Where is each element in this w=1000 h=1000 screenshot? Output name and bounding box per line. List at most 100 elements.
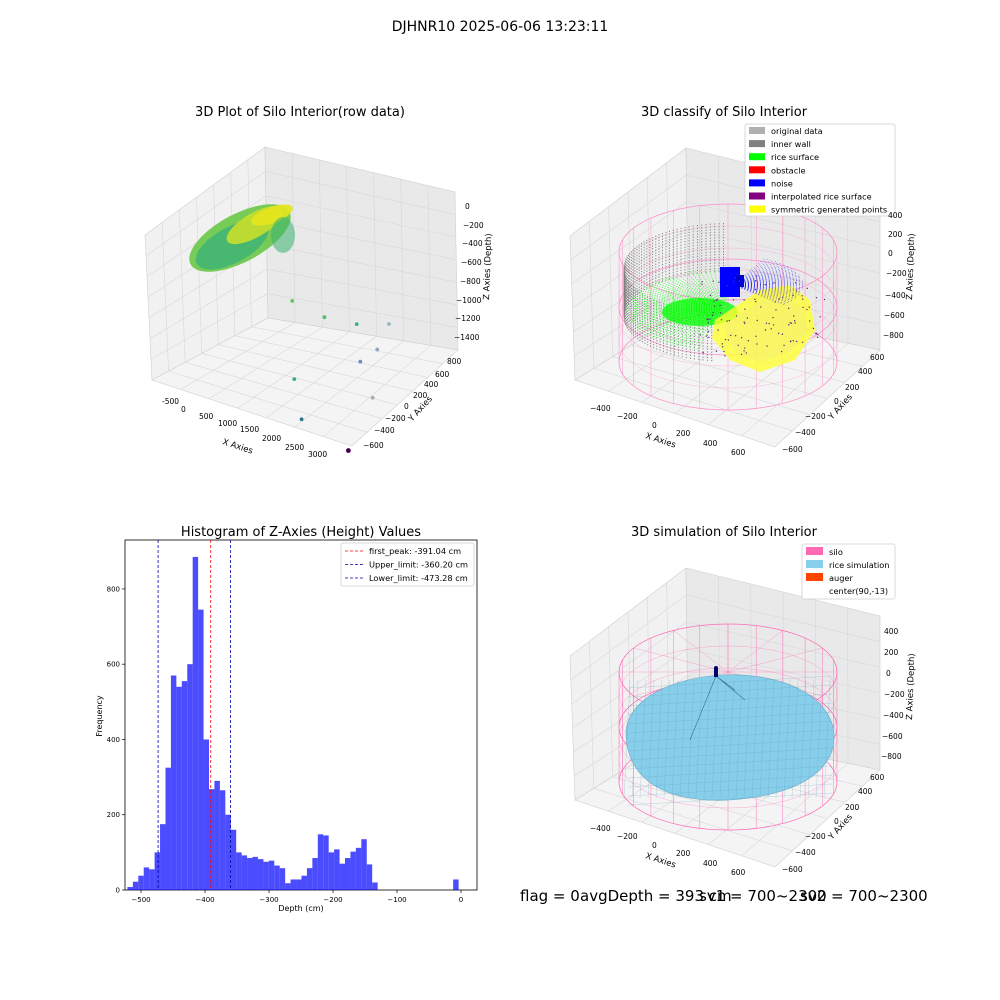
histogram-bar [306, 868, 313, 890]
svg-text:2000: 2000 [262, 434, 281, 443]
svg-text:400: 400 [884, 627, 899, 636]
svg-text:200: 200 [413, 391, 428, 400]
svg-text:−800: −800 [881, 752, 902, 761]
status-sv2: sv2 = 700~2300 [800, 887, 928, 905]
legend-swatch [749, 179, 765, 187]
panel2-gridlines [570, 155, 881, 437]
histogram-bar [290, 879, 297, 890]
raw-point [292, 377, 297, 381]
y-tick-label: 800 [107, 585, 120, 593]
svg-text:−200: −200 [805, 832, 826, 841]
panel1-scatter-points [290, 299, 391, 453]
svg-text:−400: −400 [462, 239, 483, 248]
svg-text:−600: −600 [884, 311, 905, 320]
panel1-floor-pane [151, 317, 459, 447]
panel1-point-cloud [189, 204, 295, 272]
svg-text:200: 200 [845, 803, 860, 812]
histogram-bar [252, 856, 258, 890]
svg-text:−200: −200 [385, 414, 406, 423]
histogram-bar [247, 858, 253, 890]
y-tick-label: 200 [107, 811, 120, 819]
svg-text:0: 0 [886, 669, 891, 678]
svg-text:0: 0 [404, 402, 409, 411]
svg-text:0: 0 [652, 421, 657, 430]
panel2-y-label: Y Axies [826, 392, 855, 423]
legend-swatch [806, 547, 823, 555]
svg-text:400: 400 [858, 367, 873, 376]
panel-simulation: 3D simulation of Silo Interior silo rice … [569, 525, 917, 877]
panel1-y-ticks: 800 600 400 200 0 −200 −400 −600 [363, 357, 462, 450]
histogram-bar [219, 790, 226, 890]
histogram-x-label: Depth (cm) [278, 904, 323, 913]
svg-text:−600: −600 [461, 258, 482, 267]
histogram-bars [127, 556, 459, 890]
histogram-reference-lines [157, 540, 231, 890]
raw-point [370, 395, 375, 400]
svg-text:−800: −800 [883, 331, 904, 340]
panel4-rice-simulation [623, 674, 835, 806]
histogram-bar [236, 852, 242, 890]
histogram-bar [176, 686, 182, 890]
legend-label: silo [829, 547, 843, 557]
legend-label: original data [771, 126, 823, 136]
panel1-x-label: X Axies [221, 437, 254, 456]
panel1-title: 3D Plot of Silo Interior(row data) [195, 105, 405, 120]
panel4-y-ticks: 600 400 200 0 −200 −400 −600 [782, 773, 885, 874]
histogram-bar [334, 849, 340, 890]
histogram-bar [127, 886, 133, 890]
x-tick-label: −300 [259, 896, 278, 904]
panel1-z-label: Z Axies (Depth) [482, 233, 494, 300]
legend-label: interpolated rice surface [771, 192, 872, 202]
svg-text:200: 200 [845, 383, 860, 392]
svg-text:−400: −400 [590, 404, 611, 413]
raw-point [290, 299, 295, 303]
histogram-bar [285, 883, 291, 890]
panel4-z-label: Z Axies (Depth) [905, 653, 917, 720]
raw-point [354, 322, 359, 327]
panel-classify: 3D classify of Silo Interior original da… [569, 105, 917, 457]
histogram-bar [317, 834, 324, 890]
svg-text:1000: 1000 [218, 419, 237, 428]
histogram-bar [312, 858, 318, 890]
histogram-bar [257, 859, 264, 890]
panel1-z-ticks: 0 −200 −400 −600 −800 −1000 −1200 −1400 [454, 202, 484, 342]
histogram-bar [241, 855, 248, 890]
svg-text:200: 200 [884, 648, 899, 657]
histogram-bar [279, 868, 286, 890]
x-tick-label: −200 [323, 896, 342, 904]
panel2-legend: original data inner wall rice surface obsta… [744, 123, 896, 217]
svg-text:−800: −800 [460, 277, 481, 286]
legend-label: Lower_limit: -473.28 cm [369, 573, 468, 583]
histogram-bar [209, 789, 215, 890]
y-tick-label: 0 [116, 887, 120, 895]
svg-text:0: 0 [465, 202, 470, 211]
x-tick-label: −100 [387, 896, 406, 904]
histogram-bar [268, 860, 275, 890]
legend-label: auger [829, 573, 853, 583]
svg-text:−600: −600 [782, 865, 803, 874]
svg-text:500: 500 [199, 412, 214, 421]
histogram-bar [160, 824, 166, 890]
svg-text:0: 0 [834, 397, 839, 406]
svg-text:-500: -500 [162, 397, 179, 406]
legend-swatch [749, 153, 765, 161]
histogram-bar [345, 858, 351, 890]
svg-text:−400: −400 [795, 428, 816, 437]
histogram-bar [181, 681, 188, 890]
svg-text:−400: −400 [590, 824, 611, 833]
x-tick-label: −400 [195, 896, 214, 904]
panel4-y-label: Y Axies [826, 812, 855, 843]
legend-swatch [749, 192, 765, 200]
svg-text:−400: −400 [374, 426, 395, 435]
panel-raw-data: 3D Plot of Silo Interior(row data) -500 … [144, 105, 494, 459]
svg-text:400: 400 [888, 211, 903, 220]
panel1-x-ticks: -500 0 500 1000 1500 2000 2500 3000 [162, 397, 327, 459]
panel4-x-label: X Axies [644, 851, 677, 870]
histogram-bar [203, 739, 209, 890]
panel4-title: 3D simulation of Silo Interior [631, 525, 818, 540]
histogram-bar [263, 861, 269, 890]
histogram-bar [453, 879, 459, 890]
histogram-bar [149, 869, 155, 890]
panel2-z-label: Z Axies (Depth) [905, 233, 917, 300]
